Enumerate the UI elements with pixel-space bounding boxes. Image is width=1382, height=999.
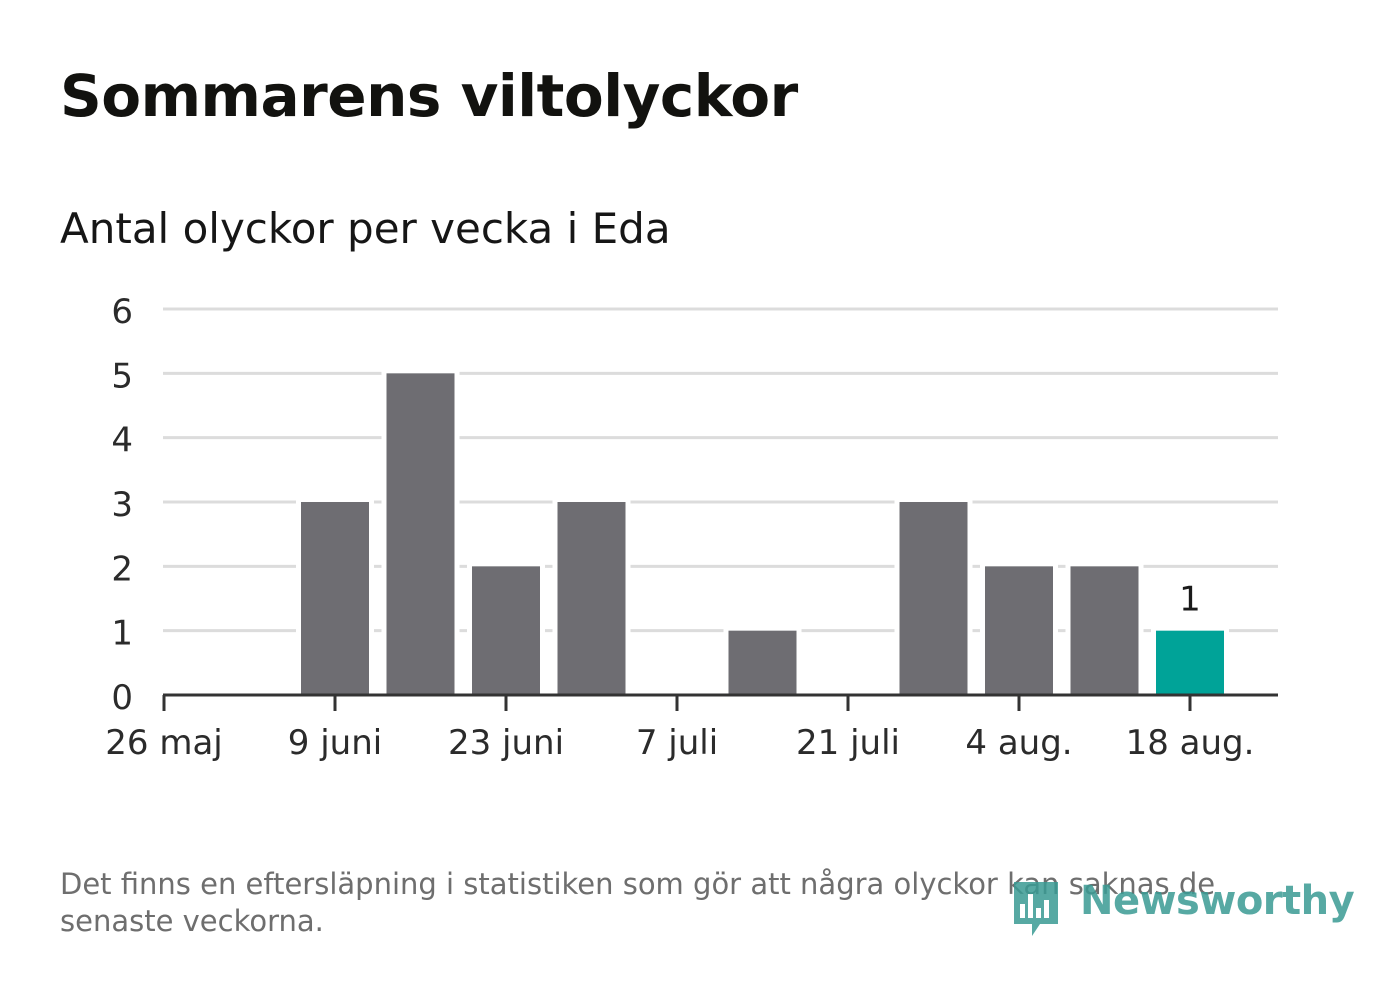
bar [1070, 566, 1139, 695]
data-labels: 1 [1179, 580, 1201, 620]
chart-subtitle: Antal olyckor per vecka i Eda [60, 204, 671, 253]
x-axis-tick-labels: 26 maj 9 juni 23 juni 7 juli 21 juli 4 aug. 18… [105, 723, 1254, 763]
bar [301, 502, 369, 695]
x-tick-label: 7 juli [636, 723, 718, 763]
chart-title: Sommarens viltolyckor [60, 62, 798, 130]
y-tick-label: 3 [111, 485, 133, 525]
x-tick-label: 26 maj [105, 723, 222, 763]
data-label: 1 [1179, 580, 1201, 620]
y-tick-label: 2 [111, 549, 133, 589]
y-tick-label: 5 [111, 356, 133, 396]
y-axis-tick-labels: 0 1 2 3 4 5 6 [111, 292, 133, 718]
x-tick-label: 9 juni [288, 723, 382, 763]
bars [296, 371, 1229, 695]
x-tick-label: 23 juni [448, 723, 564, 763]
y-tick-label: 0 [111, 678, 133, 718]
bar-chart: 0 1 2 3 4 5 6 26 maj 9 juni 23 juni 7 juli 21 juli… [105, 292, 1278, 763]
bar [1156, 630, 1224, 695]
logo-text: Newsworthy [1080, 878, 1355, 924]
bar [985, 566, 1053, 695]
bar [557, 502, 626, 695]
x-tick-label: 21 juli [796, 723, 900, 763]
bar [386, 373, 455, 695]
x-tick-label: 18 aug. [1126, 723, 1255, 763]
bar [899, 502, 968, 695]
x-tick-label: 4 aug. [965, 723, 1072, 763]
y-tick-label: 1 [111, 614, 133, 654]
bar-chart-speech-bubble-icon [1014, 882, 1058, 936]
x-axis [162, 693, 1278, 711]
newsworthy-logo: Newsworthy [1010, 872, 1355, 944]
y-tick-label: 4 [111, 421, 133, 461]
bar [472, 566, 540, 695]
y-tick-label: 6 [111, 292, 133, 332]
bar [728, 630, 797, 695]
